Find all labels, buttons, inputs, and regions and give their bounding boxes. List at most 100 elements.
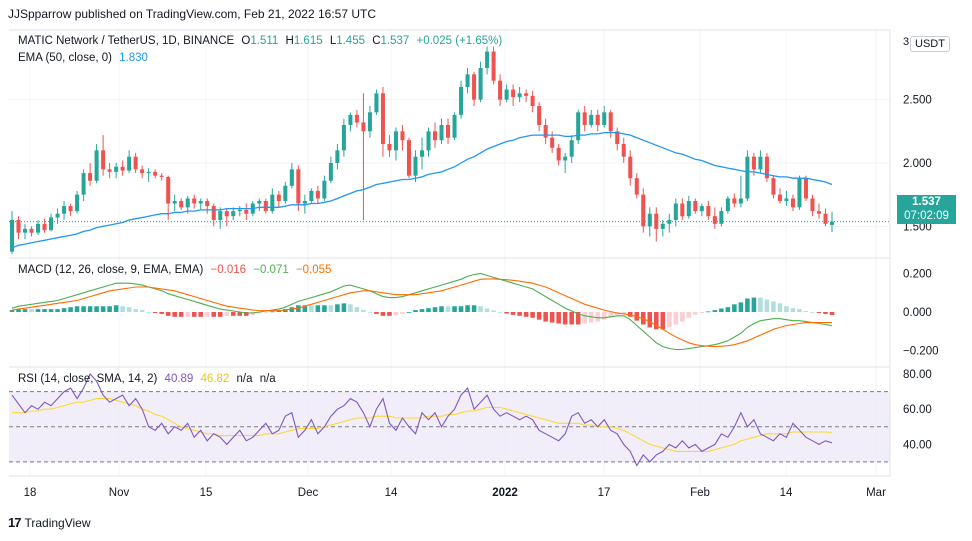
tradingview-logo-icon: 17	[8, 515, 22, 530]
candle-body	[107, 169, 112, 172]
main-series-legend[interactable]: MATIC Network / TetherUS, 1D, BINANCE O1…	[18, 35, 506, 47]
candle-body	[153, 171, 158, 176]
candle-body	[576, 112, 581, 141]
macd-line-value: −0.071	[253, 264, 289, 276]
macd-histogram-bar	[556, 312, 561, 324]
macd-histogram-bar	[569, 312, 574, 325]
macd-signal-value: −0.055	[295, 264, 332, 276]
candle-body	[88, 173, 93, 181]
candle-body	[81, 173, 86, 195]
macd-histogram-bar	[536, 312, 542, 320]
macd-axis-tick: 0.200	[903, 269, 932, 281]
candle-body	[322, 180, 327, 199]
rsi-legend[interactable]: RSI (14, close, SMA, 14, 2) 40.89 46.82 …	[18, 373, 280, 385]
ema-legend[interactable]: EMA (50, close, 0) 1.830	[18, 52, 152, 64]
candle-body	[816, 211, 822, 214]
macd-histogram-bar	[139, 310, 145, 312]
macd-axis-tick: 0.000	[903, 307, 932, 319]
macd-histogram-bar	[380, 312, 386, 316]
candle-body	[478, 68, 483, 100]
macd-histogram-bar	[745, 298, 750, 312]
macd-histogram-bar	[309, 305, 314, 312]
macd-histogram-bar	[771, 301, 776, 312]
candle-body	[413, 156, 418, 176]
macd-histogram-bar	[230, 312, 236, 316]
time-axis-tick: Dec	[298, 487, 319, 499]
ema-line	[11, 131, 833, 249]
ohlc-high: H1.615	[285, 35, 323, 47]
macd-histogram-bar	[198, 312, 204, 317]
macd-histogram-bar	[432, 307, 438, 312]
ema-label[interactable]: EMA (50, close, 0)	[18, 52, 112, 64]
macd-hist-value: −0.016	[210, 264, 247, 276]
macd-histogram-bar	[413, 310, 418, 312]
macd-histogram-bar	[699, 312, 705, 313]
candle-body	[42, 223, 47, 231]
macd-histogram-bar	[471, 305, 477, 312]
candle-body	[127, 156, 132, 171]
candle-body	[341, 125, 346, 151]
macd-histogram-bar	[719, 308, 724, 312]
candle-body	[16, 220, 21, 233]
rsi-axis-tick: 60.00	[903, 404, 932, 416]
candle-body	[49, 217, 54, 231]
currency-badge[interactable]: USDT	[910, 36, 950, 52]
macd-legend[interactable]: MACD (12, 26, close, 9, EMA, EMA) −0.016…	[18, 264, 335, 276]
candle-body	[198, 201, 203, 204]
macd-histogram-bar	[712, 310, 718, 312]
macd-histogram-bar	[354, 307, 360, 312]
candle-body	[348, 114, 353, 125]
candle-body	[582, 112, 587, 125]
macd-histogram-bar	[237, 312, 243, 316]
candle-body	[511, 89, 516, 98]
bar-countdown: 07:02:09	[904, 210, 949, 222]
macd-label[interactable]: MACD (12, 26, close, 9, EMA, EMA)	[18, 264, 204, 276]
candle-body	[569, 140, 574, 157]
candle-body	[530, 95, 535, 106]
macd-histogram-bar	[667, 312, 672, 328]
candle-body	[680, 203, 685, 217]
time-axis-tick: 17	[598, 487, 611, 499]
price-pane[interactable]	[9, 46, 890, 255]
macd-histogram-bar	[217, 312, 223, 317]
macd-histogram-bar	[680, 312, 685, 322]
macd-histogram-bar	[178, 312, 184, 317]
candle-body	[419, 150, 425, 157]
signal-line	[11, 278, 832, 348]
rsi-label[interactable]: RSI (14, close, SMA, 14, 2)	[18, 373, 158, 385]
macd-histogram-bar	[510, 312, 516, 315]
rsi-pane[interactable]	[9, 373, 890, 467]
macd-histogram-bar	[816, 312, 822, 313]
footer-brand[interactable]: 17 TradingView	[8, 515, 91, 530]
candle-body	[270, 194, 275, 212]
macd-histogram-bar	[706, 311, 711, 313]
macd-histogram-bar	[22, 309, 28, 312]
symbol-label[interactable]: MATIC Network / TetherUS, 1D, BINANCE	[18, 35, 235, 47]
macd-histogram-bar	[68, 307, 73, 312]
candle-body	[315, 190, 320, 199]
macd-histogram-bar	[601, 312, 607, 320]
candle-body	[543, 125, 548, 138]
candle-body	[790, 198, 795, 208]
candle-body	[244, 209, 249, 214]
macd-pane[interactable]	[9, 272, 835, 351]
macd-histogram-bar	[87, 306, 93, 312]
candle-body	[426, 131, 431, 151]
macd-histogram-bar	[504, 312, 509, 314]
candle-body	[296, 169, 301, 204]
candle-body	[823, 213, 828, 224]
candle-body	[615, 131, 620, 144]
candle-body	[745, 156, 750, 199]
candle-body	[55, 213, 60, 218]
macd-histogram-bar	[185, 312, 190, 317]
macd-histogram-bar	[406, 312, 412, 313]
candle-body	[367, 112, 372, 132]
macd-histogram-bar	[146, 312, 151, 313]
candle-body	[719, 211, 724, 224]
candle-body	[706, 206, 711, 217]
price-axis-top-tick: 3	[903, 36, 910, 48]
candle-body	[302, 201, 307, 204]
macd-histogram-bar	[497, 312, 503, 313]
macd-histogram-bar	[133, 309, 138, 312]
